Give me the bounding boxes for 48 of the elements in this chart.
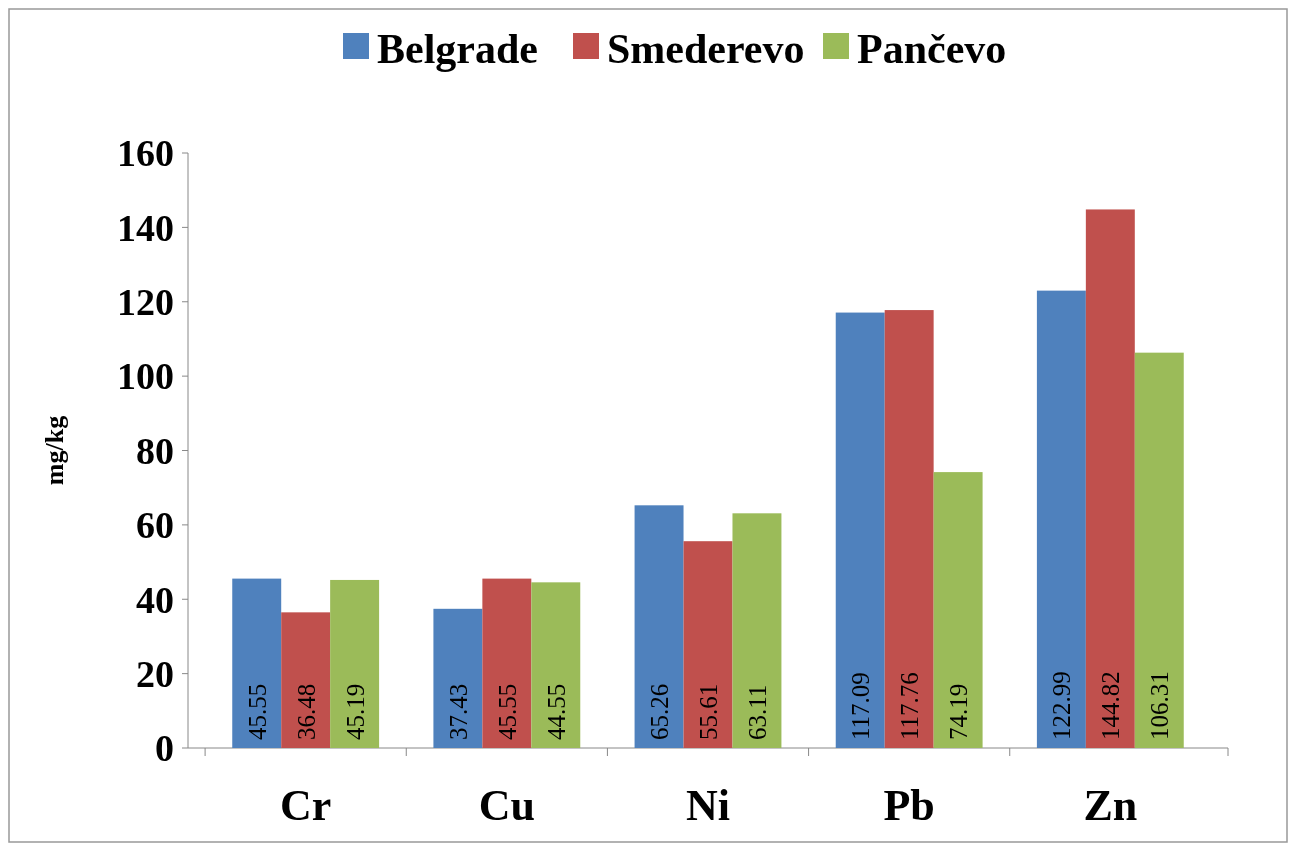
- bar: [634, 505, 684, 748]
- y-tick-label: 20: [136, 652, 174, 695]
- bar: [884, 310, 934, 748]
- data-label: 45.55: [243, 683, 271, 740]
- data-label: 144.82: [1097, 671, 1125, 740]
- bar: [433, 608, 483, 748]
- data-label: 45.19: [341, 683, 369, 740]
- data-label: 65.26: [646, 683, 674, 740]
- data-label: 117.76: [896, 672, 924, 740]
- legend-label: Pančevo: [857, 26, 1007, 72]
- legend-label: Smederevo: [607, 26, 805, 72]
- bar: [732, 513, 782, 748]
- data-label: 55.61: [695, 683, 722, 740]
- bar: [330, 579, 380, 748]
- y-axis-title: mg/kg: [40, 415, 69, 486]
- y-tick-label: 0: [155, 727, 174, 770]
- y-tick-label: 40: [136, 578, 174, 621]
- x-tick-label: Pb: [883, 781, 935, 830]
- bar: [933, 472, 983, 748]
- data-label: 117.09: [847, 672, 875, 740]
- y-tick-label: 120: [117, 281, 174, 324]
- bar: [683, 541, 733, 748]
- y-tick-label: 140: [117, 206, 174, 249]
- data-label: 74.19: [945, 683, 973, 740]
- y-tick-label: 160: [117, 132, 174, 175]
- data-label: 45.55: [493, 683, 521, 740]
- data-label: 122.99: [1048, 671, 1076, 740]
- y-tick-label: 80: [136, 429, 174, 472]
- data-label: 44.55: [542, 683, 570, 740]
- bar: [281, 612, 331, 748]
- bar: [1134, 352, 1184, 748]
- bar: [835, 312, 885, 748]
- bar: [232, 578, 282, 748]
- y-tick-label: 60: [136, 504, 174, 547]
- legend-label: Belgrade: [377, 26, 538, 72]
- data-label: 63.11: [743, 684, 771, 740]
- x-tick-label: Ni: [686, 781, 730, 830]
- bar: [482, 578, 532, 748]
- x-tick-label: Cr: [280, 781, 332, 830]
- x-tick-label: Cu: [478, 781, 535, 830]
- data-label: 37.43: [444, 683, 472, 740]
- y-tick-label: 100: [117, 355, 174, 398]
- data-label: 106.31: [1146, 671, 1174, 740]
- x-tick-label: Zn: [1083, 781, 1138, 830]
- bar: [531, 582, 581, 748]
- bar: [1036, 290, 1086, 748]
- bar: [1085, 209, 1135, 748]
- data-label: 36.48: [292, 683, 320, 740]
